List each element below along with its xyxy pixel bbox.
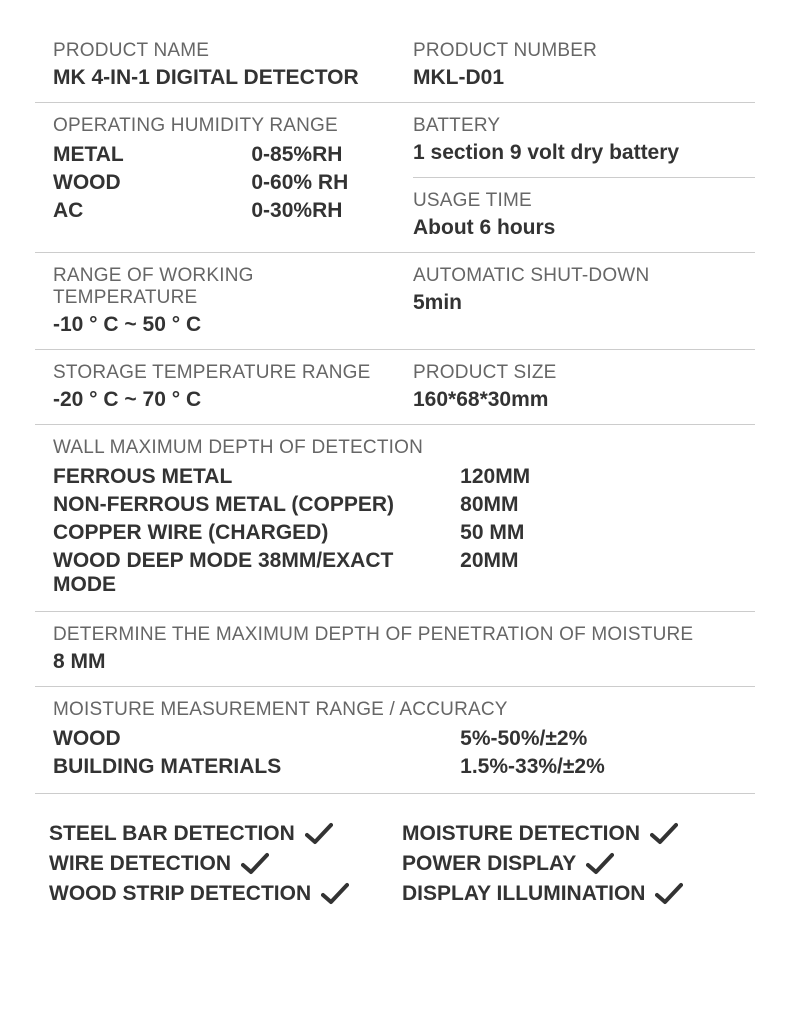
feature-text: WIRE DETECTION bbox=[49, 852, 231, 876]
wd-k0: FERROUS METAL bbox=[53, 463, 460, 491]
wd-k3: WOOD DEEP MODE 38MM/EXACT MODE bbox=[53, 547, 460, 599]
cell-moisture-range: MOISTURE MEASUREMENT RANGE / ACCURACY WO… bbox=[35, 699, 755, 781]
check-icon bbox=[655, 882, 683, 906]
value: 8 MM bbox=[53, 650, 755, 674]
value: 160*68*30mm bbox=[413, 388, 755, 412]
row-product: PRODUCT NAME MK 4-IN-1 DIGITAL DETECTOR … bbox=[35, 28, 755, 103]
check-icon bbox=[321, 882, 349, 906]
mr-v1: 1.5%-33%/±2% bbox=[460, 753, 755, 781]
label: RANGE OF WORKING TEMPERATURE bbox=[53, 265, 395, 309]
mr-k1: BUILDING MATERIALS bbox=[53, 753, 460, 781]
label: USAGE TIME bbox=[413, 190, 755, 212]
cell-humidity: OPERATING HUMIDITY RANGE METAL0-85%RH WO… bbox=[35, 115, 395, 240]
mr-v0: 5%-50%/±2% bbox=[460, 725, 755, 753]
cell-battery: BATTERY 1 section 9 volt dry battery bbox=[413, 115, 755, 177]
check-icon bbox=[650, 822, 678, 846]
humidity-table: METAL0-85%RH WOOD0-60% RH AC0-30%RH bbox=[53, 141, 395, 225]
label: PRODUCT SIZE bbox=[413, 362, 755, 384]
feature-item: POWER DISPLAY bbox=[402, 852, 755, 876]
wd-v0: 120MM bbox=[460, 463, 755, 491]
row-humidity-battery: OPERATING HUMIDITY RANGE METAL0-85%RH WO… bbox=[35, 103, 755, 253]
row-storage-temp: STORAGE TEMPERATURE RANGE -20 ° C ~ 70 °… bbox=[35, 350, 755, 425]
mr-k0: WOOD bbox=[53, 725, 460, 753]
feature-item: DISPLAY ILLUMINATION bbox=[402, 882, 755, 906]
label: MOISTURE MEASUREMENT RANGE / ACCURACY bbox=[53, 699, 755, 721]
check-icon bbox=[586, 852, 614, 876]
label: BATTERY bbox=[413, 115, 755, 137]
row-moisture-range: MOISTURE MEASUREMENT RANGE / ACCURACY WO… bbox=[35, 687, 755, 794]
label: STORAGE TEMPERATURE RANGE bbox=[53, 362, 395, 384]
label: PRODUCT NAME bbox=[53, 40, 395, 62]
check-icon bbox=[305, 822, 333, 846]
features-right: MOISTURE DETECTION POWER DISPLAY DISPLAY… bbox=[402, 822, 755, 912]
label: PRODUCT NUMBER bbox=[413, 40, 755, 62]
row-wall-depth: WALL MAXIMUM DEPTH OF DETECTION FERROUS … bbox=[35, 425, 755, 612]
hum-v1: 0-60% RH bbox=[251, 169, 395, 197]
cell-storage-temp: STORAGE TEMPERATURE RANGE -20 ° C ~ 70 °… bbox=[35, 362, 395, 412]
check-icon bbox=[241, 852, 269, 876]
value: MK 4-IN-1 DIGITAL DETECTOR bbox=[53, 66, 395, 90]
features-left: STEEL BAR DETECTION WIRE DETECTION WOOD … bbox=[49, 822, 402, 912]
feature-text: WOOD STRIP DETECTION bbox=[49, 882, 311, 906]
hum-k2: AC bbox=[53, 197, 251, 225]
wd-k1: NON-FERROUS METAL (COPPER) bbox=[53, 491, 460, 519]
label: OPERATING HUMIDITY RANGE bbox=[53, 115, 395, 137]
cell-battery-usage: BATTERY 1 section 9 volt dry battery USA… bbox=[395, 115, 755, 240]
row-working-temp: RANGE OF WORKING TEMPERATURE -10 ° C ~ 5… bbox=[35, 253, 755, 350]
feature-item: WIRE DETECTION bbox=[49, 852, 402, 876]
row-moisture-depth: DETERMINE THE MAXIMUM DEPTH OF PENETRATI… bbox=[35, 612, 755, 687]
feature-text: DISPLAY ILLUMINATION bbox=[402, 882, 645, 906]
cell-moisture-depth: DETERMINE THE MAXIMUM DEPTH OF PENETRATI… bbox=[35, 624, 755, 674]
wd-v3: 20MM bbox=[460, 547, 755, 599]
features: STEEL BAR DETECTION WIRE DETECTION WOOD … bbox=[35, 822, 755, 912]
hum-k1: WOOD bbox=[53, 169, 251, 197]
label: DETERMINE THE MAXIMUM DEPTH OF PENETRATI… bbox=[53, 624, 755, 646]
feature-item: MOISTURE DETECTION bbox=[402, 822, 755, 846]
feature-text: STEEL BAR DETECTION bbox=[49, 822, 295, 846]
feature-item: STEEL BAR DETECTION bbox=[49, 822, 402, 846]
hum-v2: 0-30%RH bbox=[251, 197, 395, 225]
wd-k2: COPPER WIRE (CHARGED) bbox=[53, 519, 460, 547]
feature-text: POWER DISPLAY bbox=[402, 852, 576, 876]
wd-v2: 50 MM bbox=[460, 519, 755, 547]
value: About 6 hours bbox=[413, 216, 755, 240]
label: WALL MAXIMUM DEPTH OF DETECTION bbox=[53, 437, 755, 459]
cell-wall-depth: WALL MAXIMUM DEPTH OF DETECTION FERROUS … bbox=[35, 437, 755, 599]
wd-v1: 80MM bbox=[460, 491, 755, 519]
value: MKL-D01 bbox=[413, 66, 755, 90]
hum-v0: 0-85%RH bbox=[251, 141, 395, 169]
cell-product-name: PRODUCT NAME MK 4-IN-1 DIGITAL DETECTOR bbox=[35, 40, 395, 90]
hum-k0: METAL bbox=[53, 141, 251, 169]
value: 1 section 9 volt dry battery bbox=[413, 141, 755, 165]
label: AUTOMATIC SHUT-DOWN bbox=[413, 265, 755, 287]
wall-depth-table: FERROUS METAL120MM NON-FERROUS METAL (CO… bbox=[53, 463, 755, 599]
value: -10 ° C ~ 50 ° C bbox=[53, 313, 395, 337]
feature-item: WOOD STRIP DETECTION bbox=[49, 882, 402, 906]
value: 5min bbox=[413, 291, 755, 315]
cell-auto-shut: AUTOMATIC SHUT-DOWN 5min bbox=[395, 265, 755, 337]
cell-product-number: PRODUCT NUMBER MKL-D01 bbox=[395, 40, 755, 90]
feature-text: MOISTURE DETECTION bbox=[402, 822, 640, 846]
moisture-range-table: WOOD5%-50%/±2% BUILDING MATERIALS1.5%-33… bbox=[53, 725, 755, 781]
value: -20 ° C ~ 70 ° C bbox=[53, 388, 395, 412]
cell-working-temp: RANGE OF WORKING TEMPERATURE -10 ° C ~ 5… bbox=[35, 265, 395, 337]
cell-size: PRODUCT SIZE 160*68*30mm bbox=[395, 362, 755, 412]
cell-usage: USAGE TIME About 6 hours bbox=[413, 177, 755, 240]
